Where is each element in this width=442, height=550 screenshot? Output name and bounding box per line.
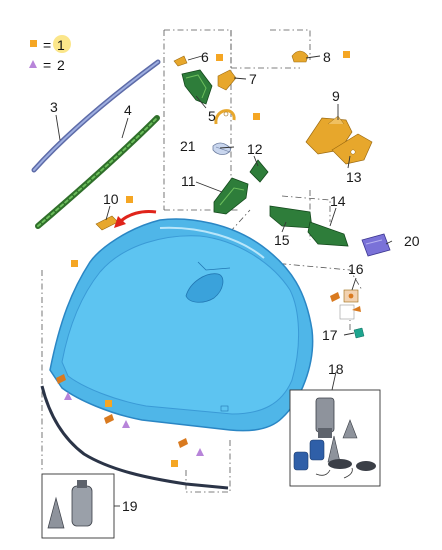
part-13-bracket [331, 133, 373, 165]
callout-5: 5 [208, 108, 216, 124]
part-18-adhesive-kit [289, 389, 381, 487]
callout-18: 18 [328, 361, 344, 377]
kind1-marker-icon [105, 400, 112, 407]
callout-21: 21 [180, 138, 196, 154]
windscreen-glass [49, 218, 314, 432]
kind1-marker-icon [253, 113, 260, 120]
legend: = 1 = 2 [29, 35, 71, 73]
part-4-trim-strip [35, 115, 160, 229]
part-14-rear-view-mirror [307, 221, 349, 247]
legend-marker-1-icon [30, 40, 37, 47]
callout-14: 14 [330, 193, 346, 209]
glass-clips [56, 260, 340, 467]
part-7-bracket [217, 69, 237, 91]
kind1-marker-icon [343, 51, 350, 58]
callout-12: 12 [247, 141, 263, 157]
callout-6: 6 [201, 49, 209, 65]
callout-7: 7 [249, 71, 257, 87]
kind2-marker-icon [122, 420, 130, 428]
callout-9: 9 [332, 88, 340, 104]
callout-10: 10 [103, 191, 119, 207]
part-5-mirror-cover [181, 69, 213, 105]
callout-17: 17 [322, 327, 338, 343]
legend-equals-1: = [43, 37, 51, 53]
legend-highlight [53, 35, 71, 53]
kind1-marker-icon [171, 460, 178, 467]
callout-16: 16 [348, 261, 364, 277]
callout-11: 11 [181, 173, 196, 189]
part-16-clip [339, 289, 361, 320]
kind2-marker-icon [196, 448, 204, 456]
kind1-marker-icon [71, 260, 78, 267]
part-15-rear-view-mirror [269, 205, 313, 229]
kind2-marker-icon [64, 392, 72, 400]
part-6-clip [173, 54, 223, 67]
callout-20: 20 [404, 233, 420, 249]
legend-value-2: 2 [57, 57, 65, 73]
kind1-marker-icon [216, 54, 223, 61]
legend-equals-2: = [43, 57, 51, 73]
legend-marker-2-icon [29, 60, 37, 68]
part-8-cap [291, 50, 350, 63]
part-19-cartridge-kit [41, 473, 115, 539]
kind1-marker-icon [126, 196, 133, 203]
callout-13: 13 [346, 169, 362, 185]
lower-seal-strip [40, 385, 229, 490]
callout-numbers: 3 4 6 7 8 5 9 10 21 12 11 13 14 15 20 16… [50, 49, 420, 514]
callout-8: 8 [323, 49, 331, 65]
part-21-spring-clip [212, 142, 231, 155]
install-direction-arrow-icon [114, 210, 157, 228]
leader-lines [55, 55, 393, 507]
callout-19: 19 [122, 498, 138, 514]
part-3-seal-strip [31, 59, 161, 173]
legend-value-1: 1 [57, 37, 65, 53]
part-20-sensor [361, 233, 391, 257]
callout-15: 15 [274, 232, 290, 248]
part-11-mirror-mount [213, 177, 249, 215]
part-17-plug [353, 327, 365, 339]
part-u-clip [214, 109, 260, 125]
callout-4: 4 [124, 102, 132, 118]
callout-3: 3 [50, 99, 58, 115]
part-12-cover [249, 159, 269, 183]
